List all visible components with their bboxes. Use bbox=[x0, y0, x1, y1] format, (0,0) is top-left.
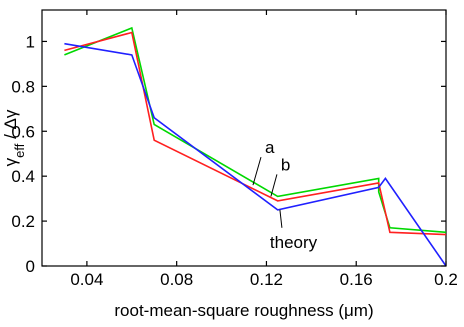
series-line-green bbox=[64, 26, 447, 234]
y-axis-label: γeff / Δγ bbox=[1, 109, 27, 166]
y-tick-label: 0.2 bbox=[11, 212, 35, 231]
series-line-blue bbox=[64, 42, 447, 267]
x-tick-label: 0.08 bbox=[160, 270, 193, 289]
annotation-label-theory: theory bbox=[270, 233, 318, 252]
annotation-label-b: b bbox=[281, 155, 290, 174]
annotation-leader-b bbox=[270, 174, 278, 197]
x-tick-label: 0.04 bbox=[70, 270, 103, 289]
y-axis-label-subscript: eff bbox=[12, 143, 27, 158]
y-tick-label: 0.8 bbox=[11, 77, 35, 96]
annotation-leader-a bbox=[252, 157, 262, 186]
axes-frame bbox=[41, 9, 447, 267]
annotation-leader-theory bbox=[279, 209, 283, 228]
y-tick-label: 0 bbox=[26, 257, 35, 276]
y-tick-label: 0.4 bbox=[11, 167, 35, 186]
y-tick-label: 0.6 bbox=[11, 122, 35, 141]
x-tick-label: 0.2 bbox=[434, 270, 458, 289]
annotation-layer: ab theory bbox=[252, 138, 318, 252]
x-tick-label: 0.12 bbox=[250, 270, 283, 289]
tick-layer: 0.04 0.08 0.12 0.16 0.2 0 0.2 0.4 0.6 0.8 1 bbox=[11, 10, 458, 289]
x-axis-label: root-mean-square roughness (μm) bbox=[114, 301, 373, 320]
series-line-red bbox=[64, 31, 447, 236]
annotation-label-a: a bbox=[265, 138, 275, 157]
plot-area bbox=[41, 9, 447, 267]
y-tick-label: 1 bbox=[26, 32, 35, 51]
x-tick-label: 0.16 bbox=[340, 270, 373, 289]
series-layer bbox=[64, 26, 447, 267]
y-axis-label-main: γ bbox=[1, 157, 20, 166]
y-axis-label-rest: / Δγ bbox=[1, 109, 20, 144]
